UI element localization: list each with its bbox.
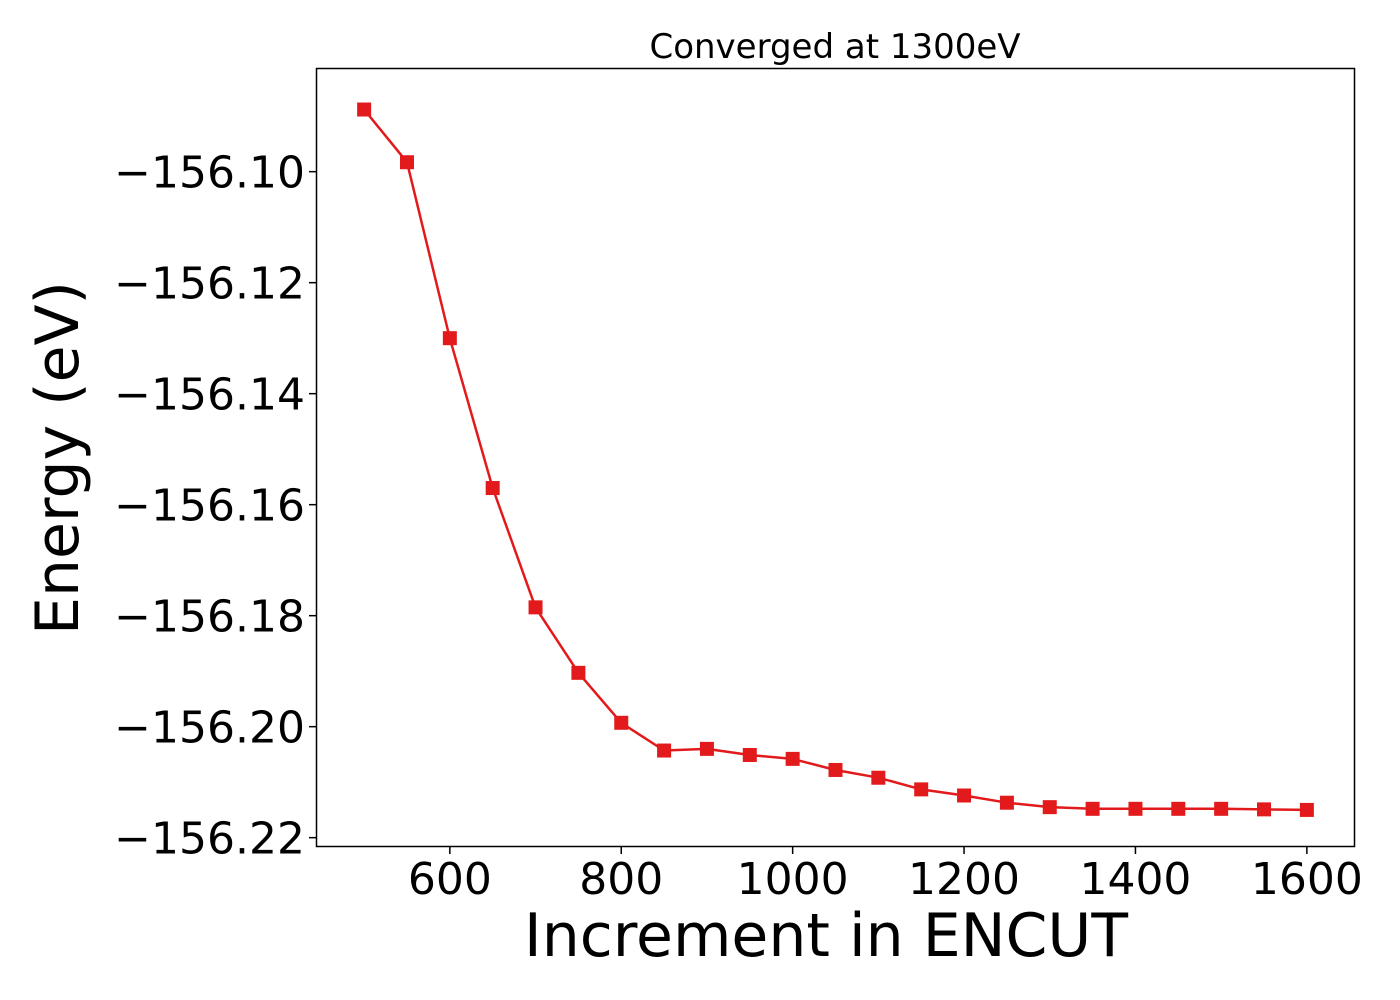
data-point <box>528 600 543 615</box>
data-point <box>1171 801 1186 816</box>
data-point <box>699 741 714 756</box>
data-point <box>742 747 757 762</box>
data-point <box>1299 802 1314 817</box>
x-tick-label: 600 <box>408 854 492 905</box>
x-tick-label: 1400 <box>1079 854 1191 905</box>
x-tick-label: 1600 <box>1251 854 1363 905</box>
data-point <box>871 770 886 785</box>
data-point <box>442 331 457 346</box>
y-tick-label: −156.16 <box>114 481 305 532</box>
data-point <box>1042 800 1057 815</box>
series-line <box>363 108 1307 812</box>
data-point <box>785 751 800 766</box>
data-point <box>399 155 414 170</box>
y-tick-label: −156.12 <box>114 259 305 310</box>
y-tick-label: −156.22 <box>114 814 305 865</box>
data-point <box>999 795 1014 810</box>
data-point <box>1085 801 1100 816</box>
data-point <box>657 743 672 758</box>
data-point <box>357 102 372 117</box>
data-point <box>957 788 972 803</box>
x-tick-label: 1200 <box>908 854 1020 905</box>
data-point <box>571 665 586 680</box>
y-tick-label: −156.10 <box>114 148 305 199</box>
data-point <box>914 782 929 797</box>
data-point <box>828 762 843 777</box>
data-point <box>1214 801 1229 816</box>
x-axis-label: Increment in ENCUT <box>524 901 1128 971</box>
data-point <box>1128 801 1143 816</box>
x-tick-label: 800 <box>579 854 663 905</box>
y-tick-label: −156.14 <box>114 370 305 421</box>
plot-frame <box>315 67 1356 848</box>
y-tick-label: −156.20 <box>114 703 305 754</box>
data-point <box>614 715 629 730</box>
y-axis-label: Energy (eV) <box>23 281 93 635</box>
plot-layer: 600 800 1000 1200 1400 1600 −156.10 −156.12 −156… <box>114 102 1363 905</box>
chart-title: Converged at 1300eV <box>649 27 1020 67</box>
x-tick-label: 1000 <box>737 854 849 905</box>
data-point <box>1257 802 1272 817</box>
y-tick-label: −156.18 <box>114 592 305 643</box>
data-point <box>485 481 500 496</box>
